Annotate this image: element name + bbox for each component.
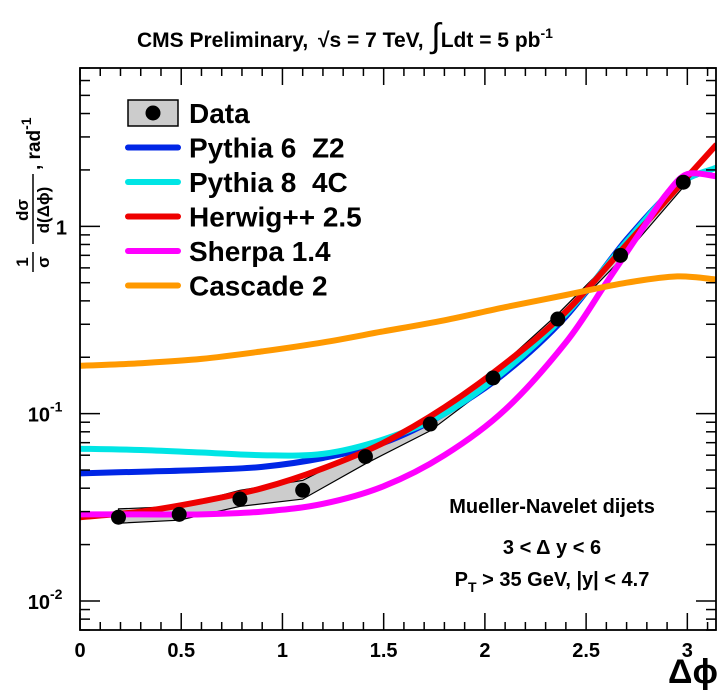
- legend-label-1: Pythia 8 4C: [189, 167, 348, 198]
- title-integral: ∫: [429, 17, 442, 55]
- y-tick-label: 10: [28, 405, 50, 427]
- title-sqrt: √: [318, 29, 330, 52]
- ylabel-unit-exp: -1: [18, 117, 34, 130]
- x-axis-label: Δϕ: [668, 653, 718, 690]
- svg-text:, rad-1: , rad-1: [18, 117, 45, 170]
- data-point: [110, 509, 126, 525]
- y-tick-label: 1: [56, 217, 67, 239]
- ylabel-frac1-num: 1: [13, 257, 32, 266]
- ylabel-frac2-den: d(Δϕ): [34, 187, 53, 234]
- data-point: [295, 482, 311, 498]
- title-experiment: CMS Preliminary,: [137, 29, 308, 52]
- y-axis-label: 1 σ dσ d(Δϕ) , rad-1: [13, 117, 53, 272]
- plot-area: 0 0.5 1 1.5 2 2.5 310 -210 -11: [28, 67, 717, 662]
- data-point: [485, 370, 501, 386]
- title-lumi: Ldt = 5 pb: [441, 29, 541, 52]
- y-tick-exponent: -1: [50, 399, 63, 415]
- data-point: [613, 247, 629, 263]
- x-tick-label: 2.5: [572, 640, 600, 662]
- legend-label-2: Herwig++ 2.5: [189, 202, 362, 233]
- x-tick-label: 1.5: [370, 640, 398, 662]
- plot-frame: [79, 67, 717, 631]
- ylabel-unit: , rad: [24, 130, 45, 170]
- legend-label-3: Sherpa 1.4: [189, 236, 331, 267]
- annotation-line1: Mueller-Navelet dijets: [449, 496, 655, 518]
- x-tick-label: 3: [682, 640, 693, 662]
- legend-marker-data: [145, 105, 161, 121]
- y-tick-label: 10: [28, 592, 50, 614]
- x-tick-label: 0: [74, 640, 85, 662]
- data-point: [171, 506, 187, 522]
- annotation-pt-sub: T: [468, 579, 477, 595]
- svg-text:CMS Preliminary, √s = 7: CMS Preliminary, √s = 7 TeV, ∫Ldt = 5 pb…: [137, 17, 553, 55]
- chart-title: CMS Preliminary, √s = 7 TeV, ∫Ldt = 5 pb…: [137, 17, 553, 55]
- x-tick-label: 2: [479, 640, 490, 662]
- ylabel-frac2-num: dσ: [13, 199, 32, 221]
- annotation-cuts: > 35 GeV, |y| < 4.7: [477, 569, 650, 591]
- legend-label-0: Pythia 6 Z2: [189, 133, 345, 164]
- data-point: [232, 491, 248, 507]
- annotation-line2: 3 < Δ y < 6: [503, 537, 601, 559]
- x-tick-label: 0.5: [167, 640, 195, 662]
- data-point: [675, 174, 691, 190]
- title-energy: s = 7 TeV,: [330, 29, 424, 52]
- legend-label-4: Cascade 2: [189, 271, 328, 302]
- data-point: [550, 311, 566, 327]
- annotation-line3: PT > 35 GeV, |y| < 4.7: [455, 569, 650, 595]
- legend-label-data: Data: [189, 98, 250, 129]
- x-tick-label: 1: [277, 640, 288, 662]
- ylabel-frac1-den: σ: [34, 256, 53, 268]
- data-point: [422, 416, 438, 432]
- annotation-pt: P: [455, 569, 468, 591]
- data-point: [357, 449, 373, 465]
- series-line-4: [80, 273, 716, 369]
- series-line-3: [80, 170, 716, 518]
- y-axis-ticks: [80, 67, 716, 631]
- annotation-block: Mueller-Navelet dijets 3 < Δ y < 6 PT > …: [449, 496, 655, 595]
- x-axis-ticks: [79, 68, 709, 630]
- title-lumi-exp: -1: [540, 25, 553, 41]
- y-tick-exponent: -2: [50, 586, 63, 602]
